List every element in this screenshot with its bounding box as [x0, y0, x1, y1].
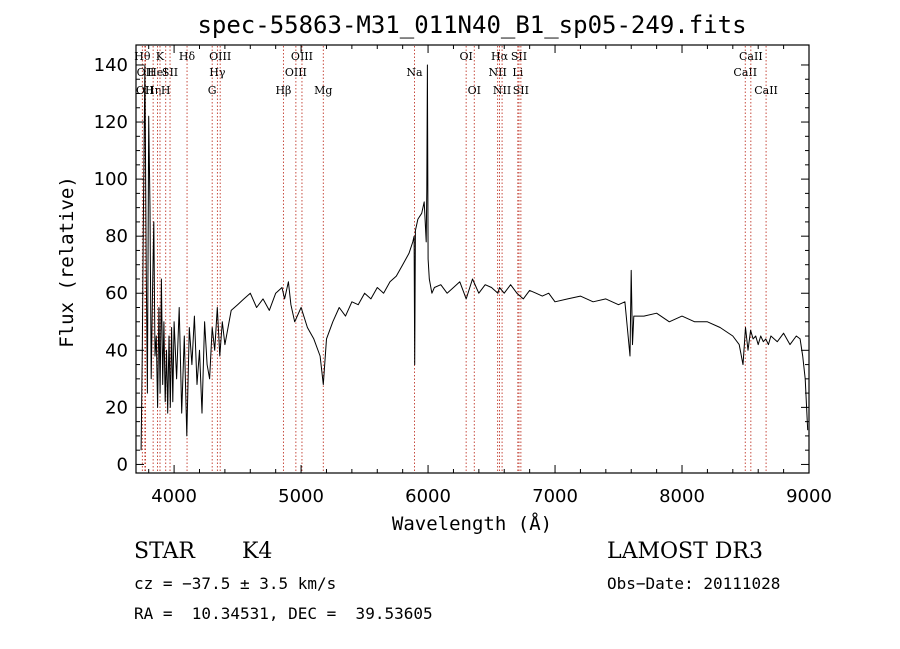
y-tick-label: 0: [117, 454, 128, 475]
line-marker-label-19: NII: [488, 66, 506, 79]
line-marker-label-5: K: [156, 50, 165, 63]
y-tick-label: 120: [94, 112, 128, 133]
line-marker-label-11: OIII: [209, 50, 231, 63]
line-marker-label-17: OI: [459, 50, 472, 63]
line-marker-label-18: OI: [468, 84, 481, 97]
spectral-line-markers: HθOIIOIIHηHeIKHSIIHδGHγOIIIHβOIIIOIIIMgN…: [134, 46, 778, 472]
line-marker-label-4: HeI: [147, 66, 167, 79]
y-tick-label: 60: [105, 283, 128, 304]
line-marker-label-22: Li: [512, 66, 523, 79]
line-marker-label-10: Hγ: [209, 66, 226, 79]
chart-title: spec-55863-M31_011N40_B1_sp05-249.fits: [197, 11, 746, 39]
y-tick-label: 140: [94, 55, 128, 76]
line-marker-label-12: Hβ: [275, 84, 291, 97]
line-marker-label-26: CaII: [739, 50, 763, 63]
y-axis: 0 20 40 60 80 100 120 140: [94, 55, 809, 475]
line-marker-label-23: SII: [511, 50, 527, 63]
x-axis: 4000 5000 6000 7000 8000 9000: [148, 45, 832, 507]
object-class: STAR: [134, 539, 195, 564]
line-marker-label-8: Hδ: [179, 50, 196, 63]
line-marker-label-14: OIII: [291, 50, 313, 63]
x-tick-label: 7000: [532, 486, 578, 507]
x-tick-label: 8000: [659, 486, 705, 507]
y-tick-label: 40: [105, 340, 128, 361]
object-subclass: K4: [242, 539, 273, 564]
y-tick-label: 80: [105, 226, 128, 247]
x-tick-label: 4000: [151, 486, 197, 507]
x-tick-label: 5000: [278, 486, 324, 507]
x-tick-label: 9000: [786, 486, 832, 507]
line-marker-label-15: Mg: [314, 84, 332, 97]
y-tick-label: 100: [94, 169, 128, 190]
line-marker-label-13: OIII: [285, 66, 307, 79]
survey-name: LAMOST DR3: [607, 539, 763, 564]
line-marker-label-24: SII: [513, 84, 529, 97]
line-marker-label-7: SII: [162, 66, 178, 79]
line-marker-label-6: H: [161, 84, 171, 97]
line-marker-label-3: Hη: [145, 84, 161, 97]
redshift-value: cz = −37.5 ± 3.5 km/s: [134, 574, 337, 593]
flux-line-0: [140, 64, 809, 451]
y-axis-label: Flux (relative): [56, 176, 78, 348]
observation-date: Obs−Date: 20111028: [607, 574, 781, 593]
plot-frame: [135, 44, 810, 474]
y-tick-label: 20: [105, 397, 128, 418]
line-marker-label-9: G: [208, 84, 217, 97]
line-marker-label-0: Hθ: [134, 50, 151, 63]
flux-series: [140, 64, 809, 451]
line-marker-label-25: CaII: [733, 66, 757, 79]
line-marker-label-2: OII: [137, 66, 155, 79]
line-marker-label-16: Na: [406, 66, 423, 79]
line-marker-label-27: CaII: [754, 84, 778, 97]
x-tick-label: 6000: [405, 486, 451, 507]
line-marker-label-21: NII: [493, 84, 511, 97]
line-marker-label-20: Hα: [491, 50, 509, 63]
x-axis-label: Wavelength (Å): [392, 512, 552, 535]
coordinates: RA = 10.34531, DEC = 39.53605: [134, 604, 433, 623]
